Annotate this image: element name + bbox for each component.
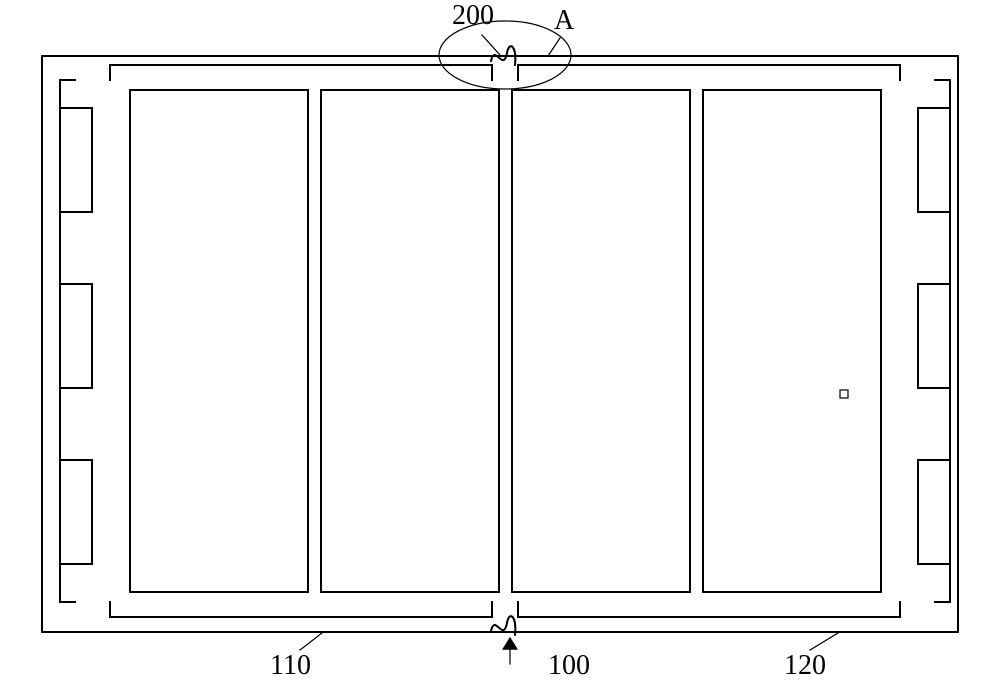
diagram-canvas: 200 A 110 100 120	[0, 0, 1000, 691]
label-200: 200	[452, 0, 494, 32]
label-120: 120	[784, 650, 826, 682]
diagram-svg	[0, 0, 1000, 691]
label-A: A	[554, 5, 574, 37]
label-110: 110	[270, 650, 311, 682]
label-100: 100	[548, 650, 590, 682]
